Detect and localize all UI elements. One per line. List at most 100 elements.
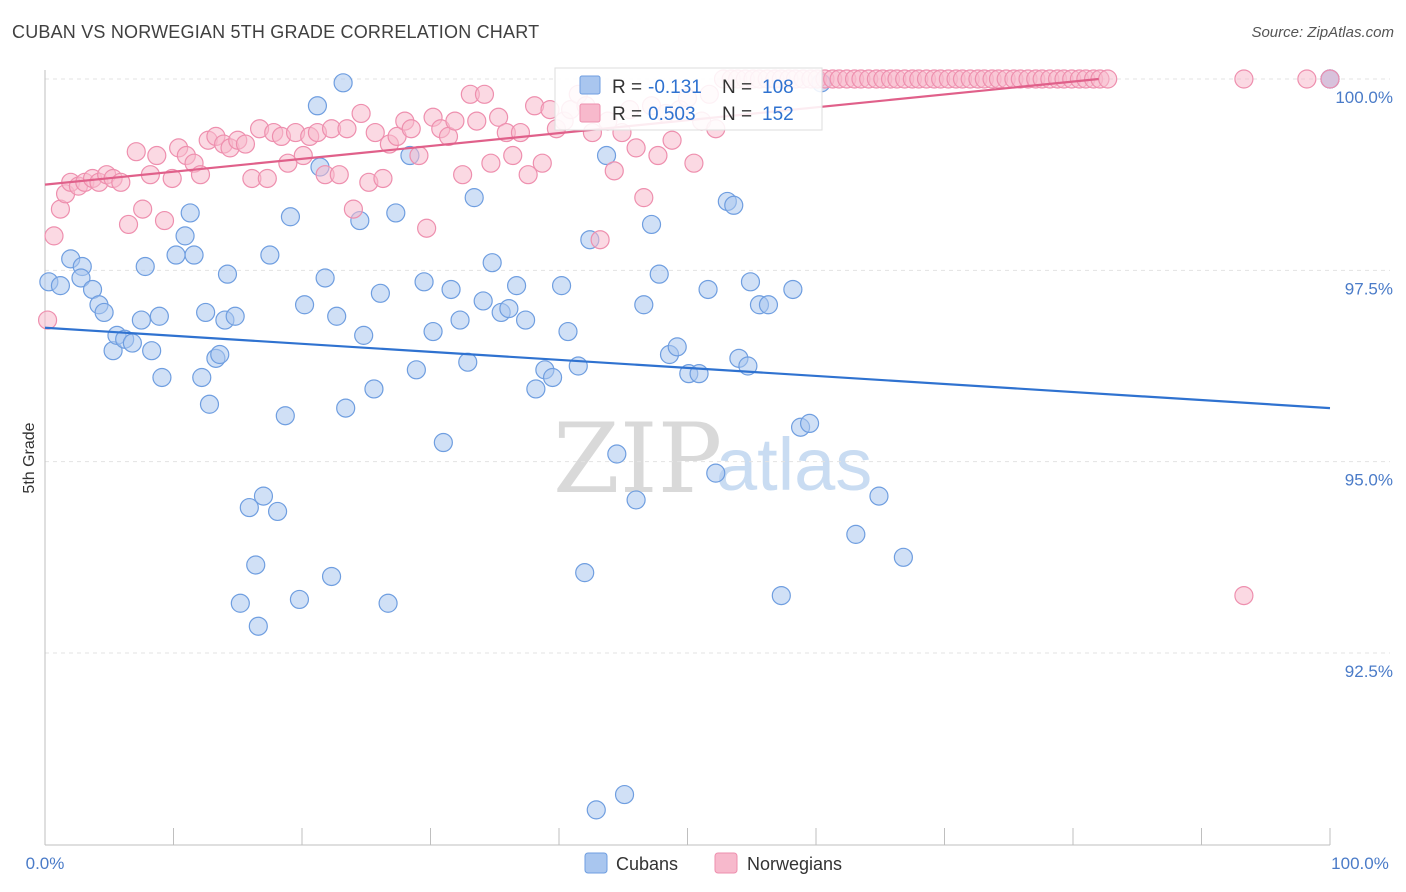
cubans-point (473, 291, 493, 311)
cubans-point (586, 800, 606, 820)
cubans-point (542, 367, 563, 388)
cubans-point (50, 276, 71, 296)
cubans-point (275, 406, 295, 426)
legend-cubans-n-value: 108 (762, 77, 794, 98)
cubans-point (771, 585, 791, 606)
norwegians-point (293, 145, 313, 166)
cubans-point (192, 367, 212, 388)
norwegians-point (1320, 69, 1340, 89)
norwegians-points (37, 69, 1340, 606)
y-tick-label: 92.5% (1345, 662, 1393, 681)
cubans-point (607, 444, 627, 464)
norwegians-point (481, 153, 501, 173)
norwegians-point (684, 153, 704, 173)
norwegians-point (1098, 69, 1118, 89)
norwegians-point (503, 145, 523, 166)
legend-cubans-r-label: R = (612, 77, 642, 98)
cubans-point (551, 276, 572, 296)
cubans-point (225, 306, 245, 326)
norwegians-point (604, 161, 624, 181)
cubans-point (482, 253, 502, 273)
cubans-point (614, 784, 635, 805)
norwegians-point (351, 103, 371, 124)
norwegians-point (626, 138, 646, 158)
norwegians-point (489, 107, 509, 127)
norwegians-point (44, 226, 64, 246)
cubans-point (149, 306, 169, 326)
legend-swatch-norwegians (579, 103, 601, 123)
cubans-point (433, 432, 453, 453)
norwegians-point (518, 165, 538, 185)
cubans-point (260, 245, 280, 265)
cubans-point (406, 360, 426, 380)
norwegians-point (510, 122, 531, 143)
norwegians-point (343, 199, 363, 219)
cubans-point (230, 593, 250, 613)
cubans-point (152, 367, 172, 388)
cubans-point (267, 501, 288, 522)
cubans-point (441, 279, 461, 300)
norwegians-point (467, 111, 487, 131)
bottom-legend-swatch-cubans (584, 852, 608, 874)
cubans-point (315, 268, 335, 288)
legend-cubans-n-label: N = (722, 77, 752, 98)
cubans-point (239, 497, 259, 518)
norwegians-point (474, 84, 495, 104)
norwegians-point (278, 153, 298, 173)
cubans-point (307, 96, 328, 116)
cubans-point (869, 486, 889, 506)
cubans-point (575, 563, 595, 583)
norwegians-point (118, 214, 139, 235)
norwegians-point (126, 142, 146, 162)
norwegians-point (1297, 69, 1317, 89)
cubans-point (142, 341, 162, 361)
bottom-legend-cubans: Cubans (616, 854, 678, 874)
y-axis-title: 5th Grade (21, 422, 38, 493)
legend-cubans-r-value: -0.131 (648, 77, 702, 98)
cubans-point (649, 264, 669, 284)
cubans-point (166, 245, 186, 265)
norwegians-point (1234, 585, 1254, 606)
cubans-point (289, 589, 310, 610)
bottom-legend-swatch-norwegians (714, 852, 738, 874)
norwegians-point (590, 230, 610, 250)
cubans-point (327, 306, 347, 326)
cubans-point (354, 325, 374, 345)
norwegians-point (329, 165, 349, 185)
cubans-point (799, 413, 820, 433)
cubans-point (378, 593, 398, 613)
watermark-atlas: atlas (716, 423, 872, 506)
cubans-point (370, 283, 390, 303)
norwegians-point (162, 168, 182, 189)
norwegians-point (634, 188, 654, 208)
norwegians-point (147, 145, 167, 166)
norwegians-point (37, 310, 58, 330)
cubans-point (634, 295, 654, 315)
norwegians-point (453, 165, 473, 185)
cubans-point (175, 226, 195, 246)
cubans-point (364, 379, 384, 399)
cubans-point (210, 344, 230, 365)
legend-norwegians-n-value: 152 (762, 104, 794, 125)
cubans-point (667, 337, 687, 357)
norwegians-point (133, 199, 153, 219)
cubans-point (558, 321, 578, 342)
cubans-point (248, 616, 268, 636)
cubans-point (294, 295, 315, 315)
cubans-point (184, 245, 204, 265)
cubans-point (386, 203, 406, 223)
x-tick-label-left: 0.0% (26, 854, 65, 873)
cubans-point (333, 73, 353, 93)
norwegians-point (662, 130, 682, 150)
source-label: Source: ZipAtlas.com (1251, 24, 1394, 41)
cubans-point (280, 207, 301, 227)
cubans-point (131, 310, 151, 330)
bottom-legend-norwegians: Norwegians (747, 854, 842, 874)
trend-lines (44, 77, 1331, 410)
cubans-point (414, 272, 434, 292)
cubans-point (641, 214, 662, 235)
norwegians-point (445, 111, 465, 131)
norwegians-point (417, 218, 437, 238)
norwegians-point (648, 145, 668, 166)
